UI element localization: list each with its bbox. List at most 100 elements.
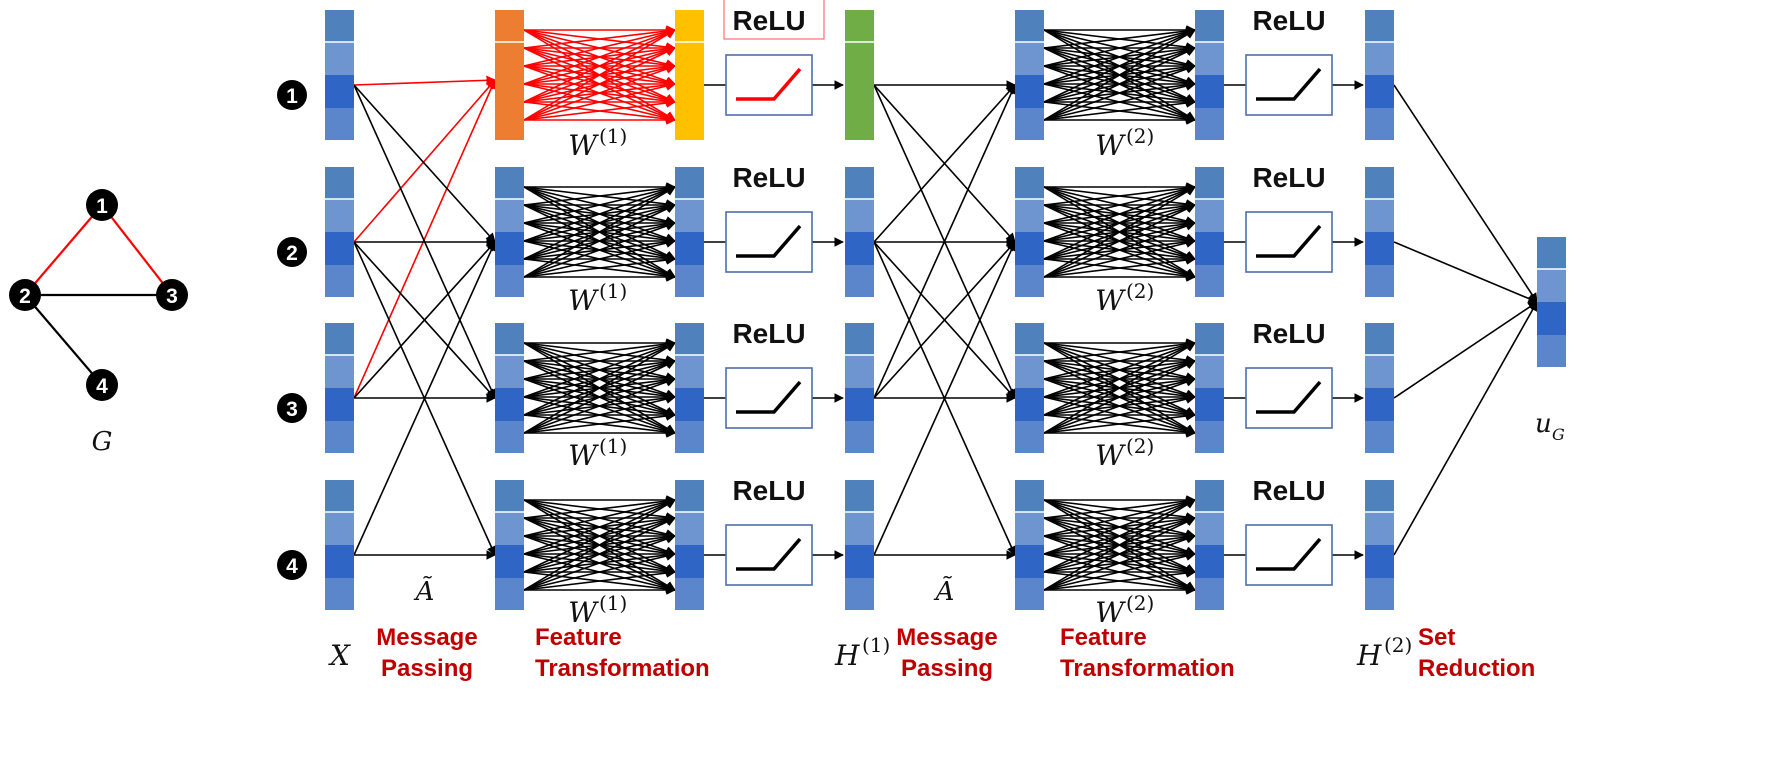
vector-segment xyxy=(495,480,524,512)
aggregated-vector xyxy=(1015,10,1044,140)
aggregated-vector xyxy=(495,10,524,140)
transformed-vector xyxy=(1195,10,1224,140)
row-number-badge: 1 xyxy=(277,80,307,110)
ug-vector xyxy=(1537,237,1566,367)
vector-segment xyxy=(1195,388,1224,421)
vector-segment xyxy=(1015,355,1044,388)
relu-box xyxy=(725,54,813,116)
vector-segment xyxy=(675,421,704,453)
vector-segment xyxy=(1365,545,1394,578)
transform-edge xyxy=(523,498,676,555)
transform-edge xyxy=(1043,342,1196,416)
relu-curve-icon xyxy=(736,537,802,571)
vector-segment xyxy=(1015,167,1044,199)
relu-block: ReLU xyxy=(1245,162,1333,273)
vector-segment xyxy=(1015,10,1044,42)
vector-segment xyxy=(495,512,524,545)
transform-edge xyxy=(1043,26,1196,49)
transform-edge xyxy=(1043,27,1196,67)
reduction-edge xyxy=(1393,241,1538,304)
transform-edge xyxy=(1043,98,1196,121)
transform-edge xyxy=(523,204,676,278)
vector-segment xyxy=(1015,388,1044,421)
vector-segment xyxy=(1365,388,1394,421)
relu-curve-icon xyxy=(1256,537,1322,571)
transform-edge xyxy=(1043,340,1196,380)
vector-segment xyxy=(1195,199,1224,232)
vector-segment xyxy=(675,545,704,578)
vector-segment xyxy=(495,578,524,610)
transform-edge xyxy=(1043,568,1196,591)
w2-sup: (2) xyxy=(1126,591,1154,615)
transform-edge xyxy=(523,394,676,434)
h2-vector xyxy=(1365,167,1394,297)
vector-segment xyxy=(1195,355,1224,388)
svg-text:G: G xyxy=(92,427,113,457)
vector-segment xyxy=(1365,512,1394,545)
vector-segment xyxy=(845,265,874,297)
transform-edge xyxy=(1043,221,1196,278)
vector-segment xyxy=(495,199,524,232)
relu-label: ReLU xyxy=(732,475,805,506)
relu-block: ReLU xyxy=(725,475,813,586)
transform-edge xyxy=(523,255,676,278)
relu-box xyxy=(1245,367,1333,429)
message-passing-2-line2: Passing xyxy=(901,655,993,682)
vector-segment xyxy=(325,480,354,512)
transformed-vector xyxy=(675,167,704,297)
transform-edge xyxy=(523,238,676,278)
row-numbers: 1 2 3 4 xyxy=(277,80,307,580)
message-edge xyxy=(353,84,496,243)
vector-segment xyxy=(325,421,354,453)
vector-segment xyxy=(495,265,524,297)
vector-segment xyxy=(495,388,524,421)
vector-segment xyxy=(1195,42,1224,75)
vector-segment xyxy=(1195,232,1224,265)
vector-segment xyxy=(325,578,354,610)
transform-edge xyxy=(1043,517,1196,591)
message-edge xyxy=(353,241,496,399)
transform-edge xyxy=(1043,394,1196,434)
h2-vector xyxy=(1365,323,1394,453)
vector-segment xyxy=(845,512,874,545)
vector-segment xyxy=(845,355,874,388)
vector-segment xyxy=(1537,237,1566,269)
relu-block: ReLU xyxy=(725,318,813,429)
vector-segment xyxy=(1365,480,1394,512)
vector-segment xyxy=(1015,42,1044,75)
transform-edge xyxy=(1043,499,1196,591)
vector-segment xyxy=(1195,480,1224,512)
message-passing-1-line2: Passing xyxy=(381,655,473,682)
transform-edge xyxy=(1043,184,1196,224)
relu-box xyxy=(1245,211,1333,273)
transform-edge xyxy=(1043,551,1196,591)
vector-segment xyxy=(1365,232,1394,265)
relu-label: ReLU xyxy=(1252,162,1325,193)
vector-segment xyxy=(1015,421,1044,453)
feature-transformation-2-line2: Transformation xyxy=(1060,655,1235,682)
transform-edge xyxy=(523,551,676,591)
transform-edge xyxy=(1043,28,1196,85)
row-number-text: 2 xyxy=(286,242,298,265)
w2-label: W xyxy=(1095,439,1126,472)
vector-segment xyxy=(1195,167,1224,199)
vector-segment xyxy=(325,355,354,388)
message-edge xyxy=(873,241,1016,556)
transform-edge xyxy=(523,377,676,434)
vector-segment xyxy=(1365,199,1394,232)
vector-segment xyxy=(1195,75,1224,108)
vector-segment xyxy=(1015,578,1044,610)
vector-segment xyxy=(675,578,704,610)
vector-segment xyxy=(1365,355,1394,388)
transform-edge xyxy=(523,47,676,121)
transform-edge xyxy=(523,497,676,537)
vector-segment xyxy=(325,388,354,421)
transform-edge xyxy=(523,64,676,121)
transform-edge xyxy=(523,341,676,398)
weight-labels: W (1) W (2)W (1) W (2)W (1) W (2)W (1) W (2) xyxy=(568,124,1154,629)
transformed-vector xyxy=(675,480,704,610)
a-tilde-label-2: Ã xyxy=(934,575,955,607)
vector-segment xyxy=(675,199,704,232)
vector-segment xyxy=(495,167,524,199)
